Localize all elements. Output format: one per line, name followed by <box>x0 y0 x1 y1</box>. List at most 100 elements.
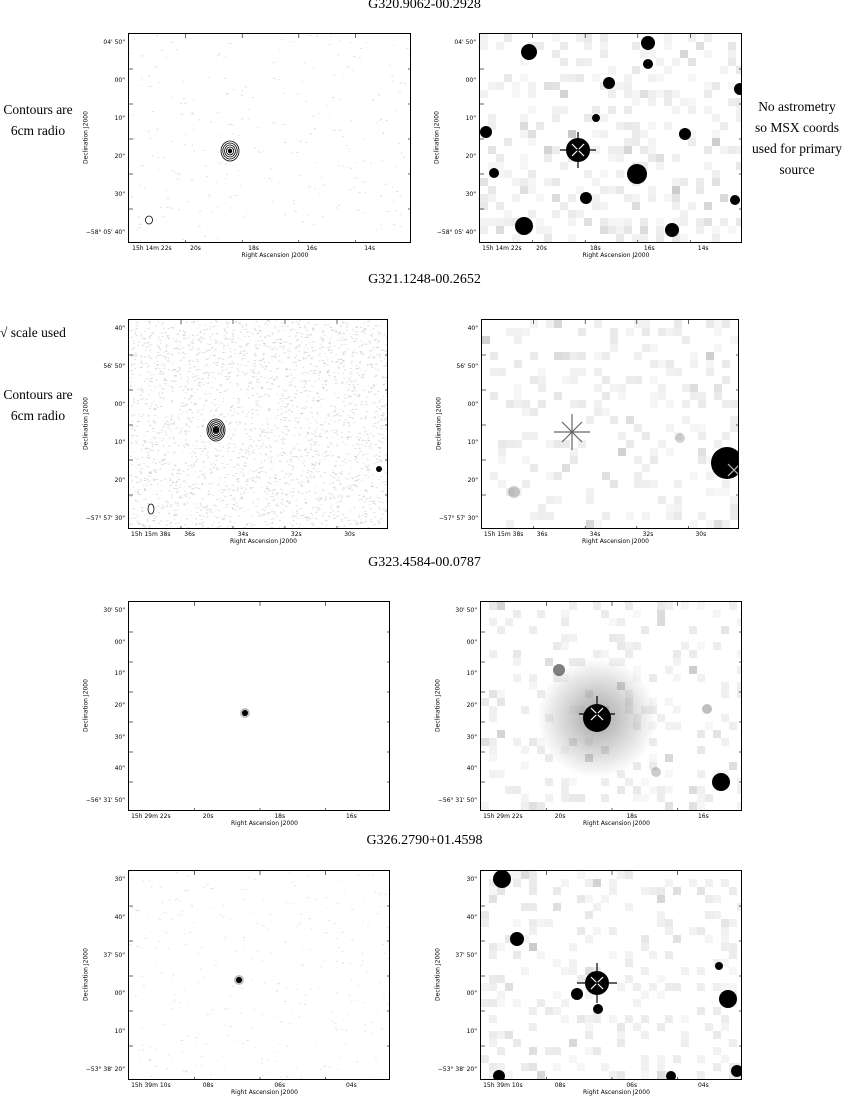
row1-radio-panel <box>128 33 411 243</box>
x-tick-label: 16s <box>644 245 655 252</box>
note-line: so MSX coords <box>745 117 849 138</box>
y-tick-label: 00" <box>115 401 125 408</box>
y-tick-label: −57° 57' 30" <box>86 515 125 522</box>
dec-axis-label: Declination J2000 <box>436 394 443 454</box>
note-contours-1: Contours are 6cm radio <box>0 99 76 141</box>
y-tick-label: 00" <box>467 639 477 646</box>
row2-ir-panel <box>481 319 739 529</box>
x-tick-label: 15h 39m 10s <box>131 1082 171 1089</box>
y-tick-label: 20" <box>468 477 478 484</box>
x-tick-label: 15h 14m 22s <box>482 245 522 252</box>
x-tick-label: 18s <box>590 245 601 252</box>
note-line: 6cm radio <box>0 120 76 141</box>
figure-title-3: G323.4584-00.0787 <box>0 555 849 571</box>
x-tick-label: 14s <box>364 245 375 252</box>
y-tick-label: 40" <box>115 914 125 921</box>
x-tick-label: 32s <box>643 531 654 538</box>
note-line: Contours are <box>0 384 76 405</box>
ra-axis-label: Right Ascension J2000 <box>583 820 650 827</box>
y-tick-label: 20" <box>115 153 125 160</box>
y-tick-label: 30" <box>467 876 477 883</box>
x-tick-label: 36s <box>184 531 195 538</box>
dec-axis-label: Declination J2000 <box>83 394 90 454</box>
x-tick-label: 04s <box>346 1082 357 1089</box>
x-tick-label: 15h 29m 22s <box>483 813 523 820</box>
y-tick-label: 00" <box>115 990 125 997</box>
row3-radio-panel <box>128 601 390 811</box>
x-tick-label: 08s <box>555 1082 566 1089</box>
y-tick-label: 04' 50" <box>454 39 476 46</box>
dec-axis-label: Declination J2000 <box>83 676 90 736</box>
x-tick-label: 20s <box>536 245 547 252</box>
y-tick-label: −58° 05' 40" <box>437 229 476 236</box>
y-tick-label: 10" <box>115 1028 125 1035</box>
x-tick-label: 16s <box>698 813 709 820</box>
dec-axis-label: Declination J2000 <box>434 108 441 168</box>
ra-axis-label: Right Ascension J2000 <box>242 252 309 259</box>
figure-title-2: G321.1248-00.2652 <box>0 272 849 288</box>
note-sqrt-scale: √ scale used <box>0 322 90 343</box>
note-no-astrometry: No astrometry so MSX coords used for pri… <box>745 96 849 180</box>
y-tick-label: 40" <box>467 765 477 772</box>
y-tick-label: 30" <box>466 191 476 198</box>
ra-axis-label: Right Ascension J2000 <box>583 1089 650 1096</box>
y-tick-label: 40" <box>115 325 125 332</box>
x-tick-label: 06s <box>626 1082 637 1089</box>
x-tick-label: 34s <box>238 531 249 538</box>
x-tick-label: 06s <box>274 1082 285 1089</box>
x-tick-label: 08s <box>203 1082 214 1089</box>
x-tick-label: 15h 29m 22s <box>131 813 171 820</box>
y-tick-label: 20" <box>115 702 125 709</box>
note-line: No astrometry <box>745 96 849 117</box>
row4-ir-panel-image <box>481 871 742 1080</box>
dec-axis-label: Declination J2000 <box>83 945 90 1005</box>
ra-axis-label: Right Ascension J2000 <box>582 538 649 545</box>
x-tick-label: 15h 14m 22s <box>132 245 172 252</box>
y-tick-label: 40" <box>467 914 477 921</box>
y-tick-label: −56° 31' 50" <box>86 797 125 804</box>
y-tick-label: 00" <box>467 990 477 997</box>
x-tick-label: 15h 15m 38s <box>484 531 524 538</box>
dec-axis-label: Declination J2000 <box>83 108 90 168</box>
y-tick-label: 00" <box>466 77 476 84</box>
ra-axis-label: Right Ascension J2000 <box>231 820 298 827</box>
x-tick-label: 30s <box>695 531 706 538</box>
note-line: source <box>745 159 849 180</box>
x-tick-label: 18s <box>626 813 637 820</box>
y-tick-label: 00" <box>468 401 478 408</box>
row4-ir-panel <box>480 870 742 1080</box>
y-tick-label: 20" <box>115 477 125 484</box>
row3-ir-panel <box>480 601 742 811</box>
y-tick-label: 10" <box>466 115 476 122</box>
x-tick-label: 18s <box>274 813 285 820</box>
y-tick-label: −53° 38' 20" <box>438 1066 477 1073</box>
figure-title-1: G320.9062-00.2928 <box>0 0 849 13</box>
ra-axis-label: Right Ascension J2000 <box>231 1089 298 1096</box>
y-tick-label: 56' 50" <box>103 363 125 370</box>
x-tick-label: 15h 39m 10s <box>483 1082 523 1089</box>
row2-radio-panel <box>128 319 388 529</box>
row4-radio-panel <box>128 870 390 1080</box>
x-tick-label: 18s <box>248 245 259 252</box>
row1-ir-panel-image <box>480 34 742 243</box>
y-tick-label: 30" <box>115 191 125 198</box>
row1-radio-panel-image <box>129 34 411 243</box>
note-line: Contours are <box>0 99 76 120</box>
ra-axis-label: Right Ascension J2000 <box>583 252 650 259</box>
y-tick-label: 10" <box>115 115 125 122</box>
y-tick-label: −57° 57' 30" <box>439 515 478 522</box>
y-tick-label: 30" <box>115 876 125 883</box>
y-tick-label: 30' 50" <box>103 607 125 614</box>
y-tick-label: 30" <box>467 734 477 741</box>
x-tick-label: 20s <box>190 245 201 252</box>
y-tick-label: 10" <box>467 670 477 677</box>
note-contours-2: Contours are 6cm radio <box>0 384 76 426</box>
figure-title-4: G326.2790+01.4598 <box>0 833 849 849</box>
y-tick-label: 40" <box>468 325 478 332</box>
y-tick-label: 30" <box>115 734 125 741</box>
x-tick-label: 20s <box>203 813 214 820</box>
note-line: used for primary <box>745 138 849 159</box>
x-tick-label: 34s <box>590 531 601 538</box>
x-tick-label: 14s <box>698 245 709 252</box>
y-tick-label: 40" <box>115 765 125 772</box>
